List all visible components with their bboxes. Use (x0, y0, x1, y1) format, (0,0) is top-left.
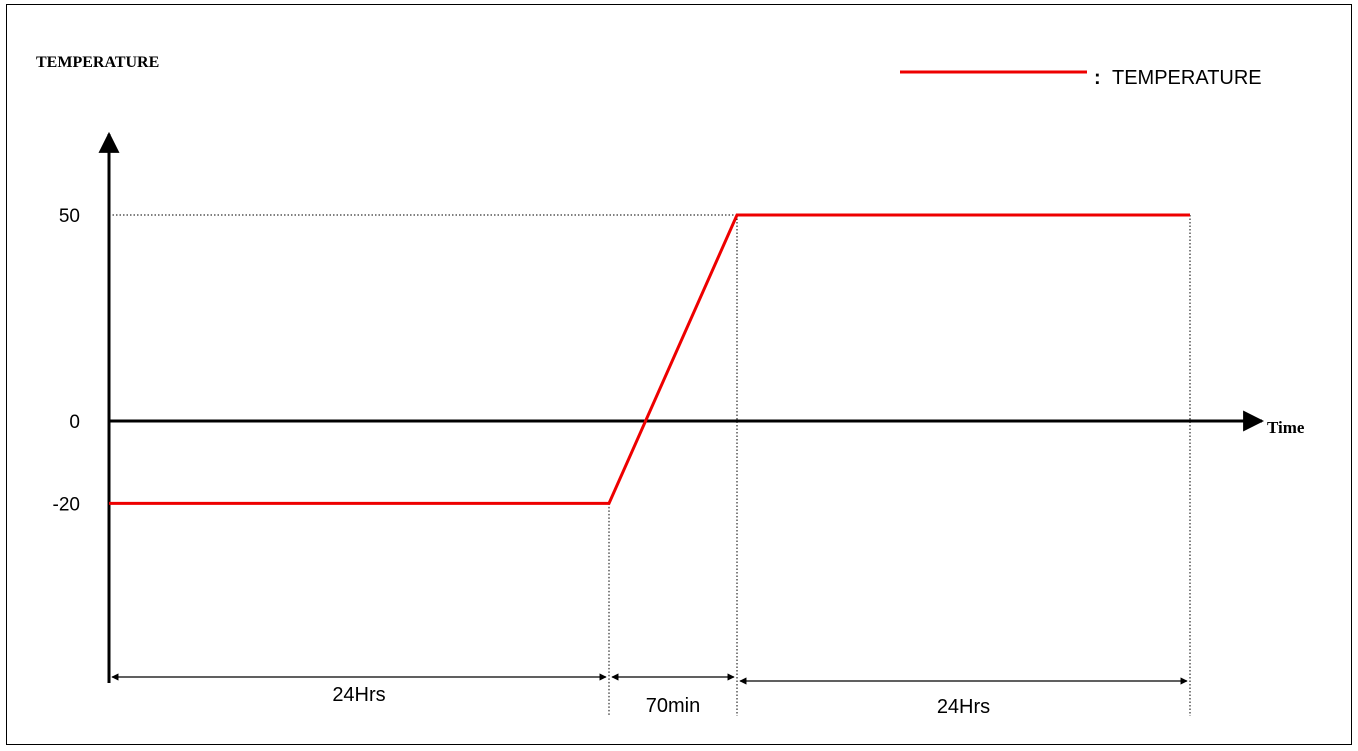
y-tick-label: -20 (53, 494, 80, 515)
temperature-series-line (109, 213, 1190, 505)
chart-frame (6, 4, 1352, 745)
legend-entry: TEMPERATURE (1112, 67, 1262, 89)
guide-lines (109, 214, 1191, 716)
legend-separator: : (1094, 67, 1101, 89)
duration-label: 24Hrs (332, 684, 385, 706)
duration-annotations: 24Hrs 70min 24Hrs (111, 673, 1188, 718)
y-tick-labels: 50 0 -20 (53, 206, 80, 515)
y-tick-label: 0 (69, 412, 80, 433)
y-tick-label: 50 (59, 206, 80, 227)
y-axis-title: TEMPERATURE (36, 54, 159, 71)
duration-label: 24Hrs (937, 696, 990, 718)
duration-label: 70min (646, 695, 700, 717)
x-axis-title: Time (1267, 418, 1305, 437)
legend: : TEMPERATURE (900, 67, 1262, 89)
